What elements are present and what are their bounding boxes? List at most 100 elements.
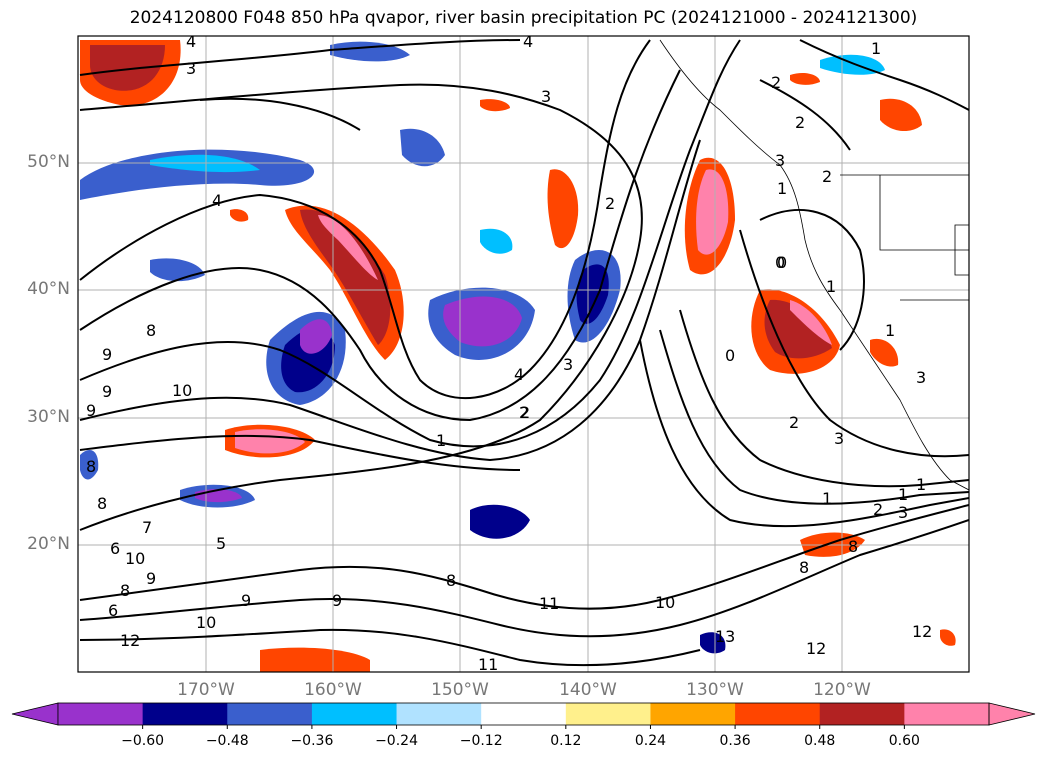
contour-label: 13 bbox=[715, 627, 736, 646]
contour-label: 1 bbox=[898, 485, 909, 504]
contour-label: 11 bbox=[539, 594, 560, 613]
colorbar-tick-label: 0.12 bbox=[550, 733, 582, 749]
contour-label: 4 bbox=[514, 365, 525, 384]
lon-label-140w: 140°W bbox=[559, 680, 617, 700]
colorbar-segment bbox=[58, 703, 144, 725]
lat-label-30n: 30°N bbox=[27, 407, 70, 427]
contour-label: 2 bbox=[789, 413, 800, 432]
contour-label: 2 bbox=[795, 113, 806, 132]
colorbar-tick-label: 0.24 bbox=[634, 733, 667, 749]
contour-label: 8 bbox=[120, 581, 131, 600]
contour-label: 9 bbox=[86, 401, 97, 420]
colorbar bbox=[11, 702, 1036, 729]
colorbar-segment bbox=[227, 703, 313, 725]
colorbar-segment bbox=[735, 703, 821, 725]
colorbar-tick-label: 0.60 bbox=[888, 733, 920, 749]
contour-label: 9 bbox=[102, 382, 113, 401]
contour-label: 8 bbox=[146, 321, 157, 340]
map-frame bbox=[77, 35, 970, 673]
contour-label: 1 bbox=[826, 277, 837, 296]
contours bbox=[79, 39, 969, 667]
contour-label: 0 bbox=[775, 253, 786, 272]
lon-label-130w: 130°W bbox=[686, 680, 744, 700]
contour-label: 11 bbox=[478, 655, 499, 674]
colorbar-segment bbox=[311, 703, 398, 725]
shading-negative bbox=[80, 41, 885, 654]
contour-label: 10 bbox=[196, 613, 217, 632]
colorbar-segment bbox=[142, 703, 228, 725]
colorbar-segment bbox=[819, 703, 905, 725]
contour-label: 3 bbox=[541, 87, 552, 106]
figure-title: 2024120800 F048 850 hPa qvapor, river ba… bbox=[129, 8, 918, 28]
lat-label-50n: 50°N bbox=[27, 152, 70, 172]
colorbar-tick-label: −0.24 bbox=[375, 733, 418, 749]
lon-label-170w: 170°W bbox=[177, 680, 235, 700]
contour-label: 3 bbox=[775, 151, 786, 170]
colorbar-extend-min bbox=[11, 702, 59, 726]
contour-label: 4 bbox=[186, 32, 197, 51]
colorbar-tick-label: 0.36 bbox=[719, 733, 751, 749]
contour-label: 1 bbox=[822, 489, 833, 508]
colorbar-tick-label: −0.36 bbox=[290, 733, 334, 749]
contour-label: 5 bbox=[216, 534, 227, 553]
contour-label: 1 bbox=[916, 475, 927, 494]
contour-label: 8 bbox=[446, 571, 457, 590]
contour-label: 0 bbox=[777, 253, 788, 272]
contour-label: 3 bbox=[563, 355, 574, 374]
colorbar-frame bbox=[57, 702, 990, 726]
contour-label: 4 bbox=[523, 32, 534, 51]
colorbar-extend-max bbox=[988, 702, 1036, 726]
contour-label: 10 bbox=[172, 381, 193, 400]
lon-label-150w: 150°W bbox=[431, 680, 489, 700]
contour-label: 1 bbox=[777, 179, 788, 198]
coastline bbox=[659, 39, 969, 491]
colorbar-tick-label: −0.12 bbox=[459, 733, 503, 749]
contour-label: 8 bbox=[848, 537, 859, 556]
contour-label: 2 bbox=[520, 403, 531, 422]
contour-label: 1 bbox=[436, 431, 447, 450]
contour-label: 3 bbox=[186, 59, 197, 78]
contour-label: 12 bbox=[120, 631, 141, 650]
contour-label: 6 bbox=[108, 601, 119, 620]
contour-label: 1 bbox=[871, 39, 882, 58]
contour-label: 1 bbox=[885, 321, 896, 340]
contour-label: 2 bbox=[822, 167, 833, 186]
colorbar-segment bbox=[396, 703, 482, 725]
contour-label: 7 bbox=[142, 518, 153, 537]
lat-label-20n: 20°N bbox=[27, 534, 70, 554]
contour-label: 2 bbox=[873, 500, 884, 519]
shading-positive bbox=[80, 40, 956, 672]
contour-label: 9 bbox=[146, 569, 157, 588]
contour-label: 6 bbox=[110, 539, 121, 558]
contour-label: 4 bbox=[212, 191, 223, 210]
contour-label: 3 bbox=[834, 429, 845, 448]
lon-label-160w: 160°W bbox=[304, 680, 362, 700]
lon-label-120w: 120°W bbox=[813, 680, 871, 700]
colorbar-tick-label: 0.48 bbox=[804, 733, 836, 749]
colorbar-segment bbox=[904, 703, 990, 725]
contour-label: 0 bbox=[725, 346, 736, 365]
contour-label: 3 bbox=[898, 503, 909, 522]
contour-label: 12 bbox=[806, 639, 827, 658]
map-panel bbox=[78, 36, 969, 672]
contour-label: 2 bbox=[519, 403, 530, 422]
colorbar-segment bbox=[565, 703, 651, 725]
contour-label: 9 bbox=[102, 345, 113, 364]
contour-label: 9 bbox=[241, 591, 252, 610]
contour-label: 9 bbox=[332, 591, 343, 610]
colorbar-segment bbox=[650, 703, 736, 725]
contour-label: 8 bbox=[86, 457, 97, 476]
colorbar-tick-label: −0.48 bbox=[205, 733, 249, 749]
colorbar-tick-label: −0.60 bbox=[121, 733, 165, 749]
contour-label: 8 bbox=[799, 558, 810, 577]
contour-label: 12 bbox=[912, 622, 933, 641]
contour-label: 2 bbox=[771, 73, 782, 92]
contour-label: 10 bbox=[125, 549, 146, 568]
contour-label: 10 bbox=[655, 593, 676, 612]
graticule bbox=[78, 36, 969, 672]
lat-label-40n: 40°N bbox=[27, 279, 70, 299]
colorbar-segment bbox=[481, 703, 567, 725]
contour-label: 2 bbox=[605, 194, 616, 213]
contour-label: 3 bbox=[916, 368, 927, 387]
